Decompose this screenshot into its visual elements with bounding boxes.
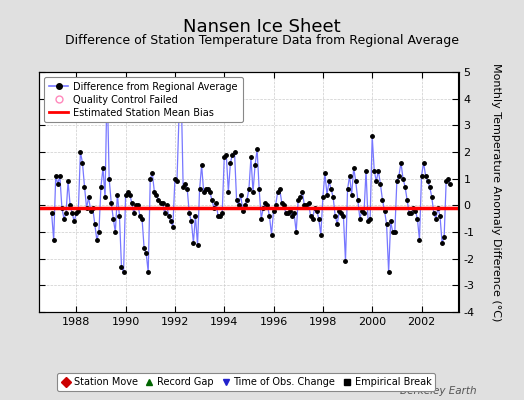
Text: Berkeley Earth: Berkeley Earth — [400, 386, 477, 396]
Text: Difference of Station Temperature Data from Regional Average: Difference of Station Temperature Data f… — [65, 34, 459, 47]
Y-axis label: Monthly Temperature Anomaly Difference (°C): Monthly Temperature Anomaly Difference (… — [491, 63, 501, 321]
Legend: Station Move, Record Gap, Time of Obs. Change, Empirical Break: Station Move, Record Gap, Time of Obs. C… — [57, 373, 435, 391]
Text: Nansen Ice Sheet: Nansen Ice Sheet — [183, 18, 341, 36]
Legend: Difference from Regional Average, Quality Control Failed, Estimated Station Mean: Difference from Regional Average, Qualit… — [44, 77, 243, 122]
